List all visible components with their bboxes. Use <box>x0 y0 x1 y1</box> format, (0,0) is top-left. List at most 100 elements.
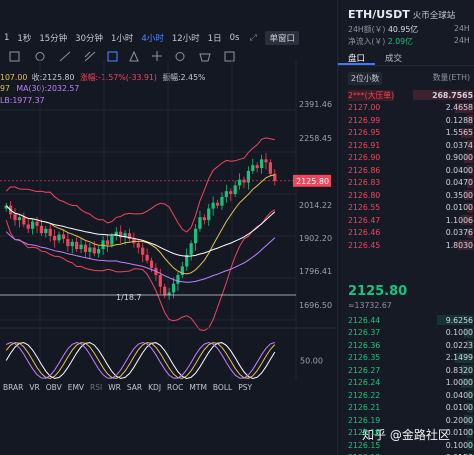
depth-bar <box>467 165 473 175</box>
orderbook-header: 2位小数 数量(ETH) <box>348 72 470 85</box>
orderbook-qty: 0.0374 <box>445 140 473 150</box>
indicator-tab-mtm[interactable]: MTM <box>189 383 207 392</box>
tab-trades[interactable]: 成交 <box>385 54 403 64</box>
orderbook-price: 2126.83 <box>348 178 381 188</box>
tool-indicator-icon <box>9 51 20 62</box>
orderbook-qty: 0.1000 <box>445 440 473 450</box>
orderbook-price: 2126.95 <box>348 128 381 138</box>
candle-body <box>233 185 237 195</box>
indicator-tab-brar[interactable]: BRAR <box>3 383 24 392</box>
candle-body <box>246 170 250 183</box>
orderbook-price: 2***(大压单) <box>348 89 395 101</box>
orderbook-row[interactable]: 2126.36 0.0223 <box>348 339 473 351</box>
orderbook-qty: 1.8030 <box>445 240 473 250</box>
candle-body <box>176 275 180 284</box>
tab-orderbook[interactable]: 盘口 <box>338 50 376 65</box>
orderbook-row[interactable]: 2127.00 2.4658 <box>348 102 473 114</box>
indicator-tab-roc[interactable]: ROC <box>167 383 184 392</box>
indicator-tab-kdj[interactable]: KDJ <box>148 383 162 392</box>
timeframe-1h[interactable]: 1小时 <box>111 34 134 44</box>
indicator-tab-psy[interactable]: PSY <box>238 383 253 392</box>
candlestick-chart[interactable]: 1/18.7 2391.46 2258.45 2014.22 1902.20 1796.4… <box>0 48 336 383</box>
orderbook-row[interactable]: 2126.35 2.1499 <box>348 352 473 364</box>
candle-body <box>114 231 118 237</box>
orderbook-price: 2126.55 <box>348 203 381 213</box>
ma30-line <box>5 205 276 257</box>
timeframe-15m[interactable]: 15分钟 <box>39 34 68 44</box>
inflow-stat: 净流入(￥) 2.09亿 <box>348 37 413 46</box>
orderbook-qty: 1.5565 <box>445 128 473 138</box>
orderbook-row[interactable]: 2126.44 9.6256 <box>348 314 473 326</box>
indicator-tab-emv[interactable]: EMV <box>67 383 85 392</box>
orderbook-row[interactable]: 2126.24 1.0000 <box>348 377 473 389</box>
candle-body <box>75 241 79 250</box>
candle-body <box>88 247 92 252</box>
timeframe-4h[interactable]: 4小时 <box>141 34 164 44</box>
candle-body <box>264 159 268 163</box>
orderbook-row[interactable]: 2126.22 0.0400 <box>348 389 473 401</box>
drawing-tools-row <box>9 50 235 62</box>
orderbook-row[interactable]: 2126.80 0.3500 <box>348 189 473 201</box>
candle-body <box>251 165 255 171</box>
expand-icon[interactable]: ⤢ <box>250 33 257 43</box>
lb-line <box>5 231 276 283</box>
bollinger-upper <box>5 137 275 233</box>
qty-header: 数量(ETH) <box>432 73 470 82</box>
timeframe-1s[interactable]: 1秒 <box>17 34 32 44</box>
candle-body <box>97 249 101 254</box>
orderbook-row[interactable]: 2126.13 0.0150 <box>348 452 473 455</box>
indicator-tab-wr[interactable]: WR <box>108 383 121 392</box>
indicator-tab-sar[interactable]: SAR <box>126 383 143 392</box>
oscillator-line <box>5 341 275 379</box>
orderbook-row[interactable]: 2126.86 0.0400 <box>348 164 473 176</box>
timeframe-1[interactable]: 1 <box>4 33 10 43</box>
timeframe-1d[interactable]: 1日 <box>207 34 222 44</box>
orderbook-qty: 0.0376 <box>445 228 473 238</box>
price-axis-label: 2258.45 <box>299 134 332 143</box>
timeframe-12h[interactable]: 12小时 <box>171 34 200 44</box>
orderbook-row[interactable]: 2126.46 0.0376 <box>348 227 473 239</box>
orderbook-row[interactable]: 2126.47 1.1006 <box>348 214 473 226</box>
orderbook-row[interactable]: 2126.90 0.9000 <box>348 152 473 164</box>
timeframe-30m[interactable]: 30分钟 <box>75 34 103 44</box>
candle-body <box>79 244 83 250</box>
ma-row: 97 MA(30):2032.57 <box>0 84 80 93</box>
candle-body <box>158 275 162 287</box>
indicator-tab-obv[interactable]: OBV <box>45 383 62 392</box>
orderbook-price: 2126.99 <box>348 115 381 125</box>
candle-body <box>171 283 176 293</box>
price-info-row: 107.00 收:2125.80 涨幅:-1.57%(-33.91) 振幅:2.… <box>0 73 206 82</box>
single-window-button[interactable]: 单窗口 <box>265 31 299 45</box>
chart-panel: 1 1秒 15分钟 30分钟 1小时 4小时 12小时 1日 0s ⤢ 单窗口 … <box>0 31 336 392</box>
candle-body <box>119 231 123 238</box>
orderbook-row[interactable]: 2126.91 0.0374 <box>348 139 473 151</box>
orderbook-row[interactable]: 2126.95 1.5565 <box>348 127 473 139</box>
orderbook-row[interactable]: 2126.83 0.0470 <box>348 177 473 189</box>
candle-body <box>31 221 35 229</box>
orderbook-row[interactable]: 2126.19 0.2000 <box>348 414 473 426</box>
indicator-tab-rsi[interactable]: RSI <box>90 383 103 392</box>
orderbook-row[interactable]: 2***(大压单) 268.7565 <box>348 89 473 101</box>
candle-body <box>149 260 154 268</box>
depth-bar <box>467 390 473 400</box>
orderbook-row[interactable]: 2126.99 0.1288 <box>348 114 473 126</box>
orderbook-price: 2126.15 <box>348 440 381 450</box>
orderbook-row[interactable]: 2126.37 0.1000 <box>348 327 473 339</box>
indicator-tab-boll[interactable]: BOLL <box>212 383 233 392</box>
indicator-tab-vr[interactable]: VR <box>29 383 40 392</box>
orderbook-row[interactable]: 2126.21 0.0100 <box>348 402 473 414</box>
candle-body <box>39 225 44 234</box>
orderbook-panel: ETH/USDT 火币全球站 24H额(￥) 40.95亿 24H 净流入(￥) … <box>337 0 474 455</box>
orderbook-row[interactable]: 2126.27 0.8320 <box>348 364 473 376</box>
depth-bar <box>467 402 473 413</box>
orderbook-row[interactable]: 2126.55 0.0100 <box>348 202 473 214</box>
orderbook-price: 2126.36 <box>348 340 381 350</box>
volume-stat: 24H额(￥) 40.95亿 <box>348 25 419 34</box>
orderbook-row[interactable]: 2126.18 0.0100 <box>348 427 473 439</box>
more-intervals[interactable]: 0s <box>229 33 240 43</box>
decimals-select[interactable]: 2位小数 <box>348 72 383 85</box>
orderbook-row[interactable]: 2126.45 1.8030 <box>348 239 473 251</box>
orderbook-row[interactable]: 2126.15 0.1000 <box>348 439 473 451</box>
orderbook-qty: 0.1000 <box>445 328 473 338</box>
orderbook-price: 2126.27 <box>348 365 381 375</box>
